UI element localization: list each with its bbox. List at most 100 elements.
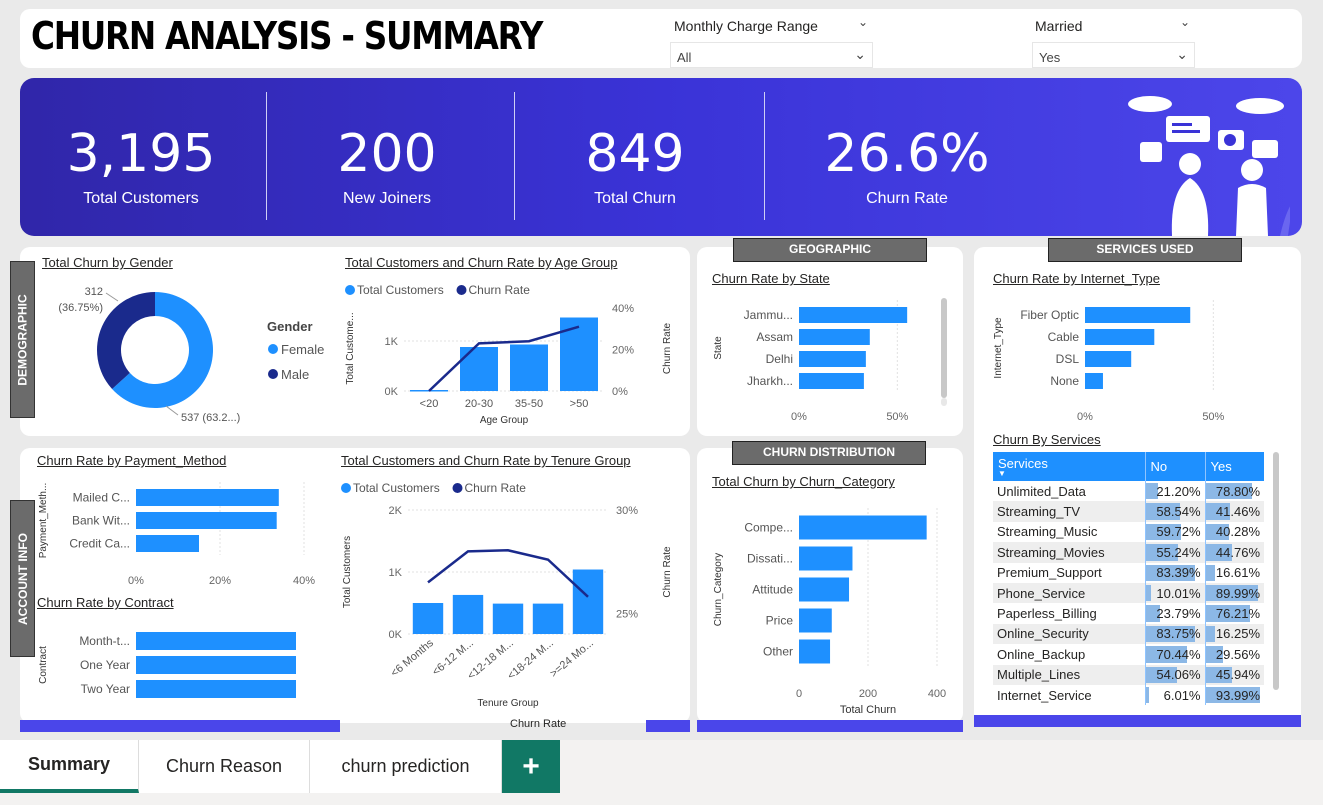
tab-churn-reason[interactable]: Churn Reason: [139, 740, 310, 793]
table-row[interactable]: Streaming_TV 58.54% 41.46%: [993, 501, 1264, 522]
table-row[interactable]: Paperless_Billing 23.79% 76.21%: [993, 603, 1264, 624]
bar[interactable]: [799, 307, 908, 323]
y-tick-label: 0K: [389, 629, 403, 641]
bar[interactable]: [136, 489, 279, 506]
cell-value: 41.46%: [1215, 504, 1260, 520]
churn-rate-line[interactable]: [428, 325, 580, 392]
data-bar: [1145, 584, 1152, 602]
table-row[interactable]: Unlimited_Data 21.20% 78.80%: [993, 481, 1264, 502]
bar[interactable]: [572, 569, 604, 634]
add-page-button[interactable]: +: [502, 740, 560, 793]
card-footer-band: [646, 720, 690, 732]
bar[interactable]: [532, 603, 564, 634]
data-bar: [1205, 686, 1261, 704]
kpi-total-churn: 849 Total Churn: [534, 78, 736, 236]
age-combo-chart[interactable]: Total Customers Churn Rate 0K 1K 0% 20% 40% <20…: [340, 276, 685, 434]
slicer-charge-dropdown[interactable]: All ⌄: [670, 42, 873, 68]
y2-axis-title: Churn Rate: [662, 546, 673, 598]
chevron-down-icon[interactable]: ⌄: [1180, 15, 1191, 29]
bar[interactable]: [136, 680, 296, 698]
table-row[interactable]: Premium_Support 83.39% 16.61%: [993, 562, 1264, 583]
services-table[interactable]: Services ▼ No Yes Unlimited_Data 21.20% 78.…: [993, 452, 1264, 706]
donut-slice-female[interactable]: [112, 292, 214, 408]
legend-marker[interactable]: [452, 483, 463, 493]
title-card: [20, 9, 1302, 68]
bar[interactable]: [799, 577, 850, 602]
service-name-cell: Paperless_Billing: [993, 603, 1146, 624]
y-axis-title: Internet_Type: [993, 317, 1004, 379]
legend-marker[interactable]: [341, 483, 351, 493]
contract-chart-title: Churn Rate by Contract: [37, 595, 174, 610]
x-tick-label: 0: [796, 688, 802, 700]
data-bar: [1145, 605, 1160, 622]
service-name-cell: Multiple_Lines: [993, 664, 1146, 685]
column-header-yes[interactable]: Yes: [1205, 452, 1264, 481]
bar[interactable]: [799, 639, 831, 664]
bar[interactable]: [1085, 373, 1103, 389]
bar[interactable]: [1085, 351, 1132, 367]
bar[interactable]: [136, 535, 199, 552]
category-bar-chart[interactable]: 0 200 400 Compe... Dissati... Attitude Price Ot…: [705, 500, 960, 715]
bar[interactable]: [799, 351, 866, 367]
tenure-combo-chart[interactable]: Total Customers Churn Rate 0K 1K 2K 25% 30% <6 …: [336, 476, 686, 716]
cell-value: 83.75%: [1156, 626, 1201, 642]
chevron-down-icon[interactable]: ⌄: [858, 15, 869, 29]
legend-marker[interactable]: [268, 344, 278, 354]
churn-rate-line[interactable]: [427, 549, 589, 598]
bar[interactable]: [1085, 329, 1155, 345]
bar[interactable]: [492, 603, 524, 634]
legend-marker[interactable]: [456, 285, 467, 295]
y-tick-label: Attitude: [752, 583, 793, 597]
cell-value: 55.24%: [1156, 544, 1201, 560]
contract-bar-chart[interactable]: Month-t... One Year Two Year Contract: [30, 620, 330, 710]
bar[interactable]: [452, 594, 484, 634]
bar[interactable]: [136, 512, 277, 529]
gender-donut-chart[interactable]: 312 (36.75%) 537 (63.2...) Gender Female Male: [40, 275, 340, 435]
chart-scrollbar[interactable]: [941, 298, 947, 398]
payment-bar-chart[interactable]: 0% 20% 40% Mailed C... Bank Wit... Credit Ca.…: [30, 478, 330, 588]
legend-marker[interactable]: [268, 369, 278, 379]
bar[interactable]: [460, 347, 498, 391]
state-bar-chart[interactable]: 0% 50% Jammu... Assam Delhi Jharkh... State: [705, 296, 955, 426]
table-row[interactable]: Online_Security 83.75% 16.25%: [993, 623, 1264, 645]
internet-bar-chart[interactable]: 0% 50% Fiber Optic Cable DSL None Internet_Typ…: [985, 296, 1285, 426]
bar[interactable]: [1085, 307, 1191, 323]
no-percent-cell: 58.54%: [1145, 501, 1206, 522]
legend-marker[interactable]: [345, 285, 355, 295]
table-row[interactable]: Internet_Service 6.01% 93.99%: [993, 684, 1264, 706]
page-title: CHURN ANALYSIS - SUMMARY: [31, 14, 543, 58]
yes-percent-cell: 45.94%: [1205, 664, 1264, 685]
legend-entry: Male: [281, 367, 309, 382]
internet-chart-title: Churn Rate by Internet_Type: [993, 271, 1160, 286]
bar[interactable]: [560, 317, 598, 392]
bar[interactable]: [799, 546, 853, 571]
tenure-chart-title: Total Customers and Churn Rate by Tenure…: [341, 453, 631, 468]
table-row[interactable]: Online_Backup 70.44% 29.56%: [993, 644, 1264, 665]
table-row[interactable]: Phone_Service 10.01% 89.99%: [993, 582, 1264, 604]
bar[interactable]: [510, 344, 548, 392]
bar[interactable]: [136, 656, 296, 674]
cell-value: 54.06%: [1156, 667, 1201, 683]
tab-churn-prediction[interactable]: churn prediction: [310, 740, 502, 793]
bar[interactable]: [136, 632, 296, 650]
cell-value: 6.01%: [1163, 687, 1201, 703]
slicer-married-label: Married: [1035, 18, 1083, 34]
column-header-no[interactable]: No: [1145, 452, 1206, 481]
table-row[interactable]: Streaming_Music 59.72% 40.28%: [993, 521, 1264, 543]
chart-scrollbar-track[interactable]: [941, 398, 947, 406]
table-row[interactable]: Streaming_Movies 55.24% 44.76%: [993, 542, 1264, 563]
data-bar: [1145, 625, 1195, 643]
table-row[interactable]: Multiple_Lines 54.06% 45.94%: [993, 664, 1264, 685]
cell-value: 93.99%: [1215, 687, 1260, 703]
bar[interactable]: [412, 603, 444, 634]
column-header-services[interactable]: Services ▼: [993, 452, 1146, 481]
tab-summary[interactable]: Summary: [0, 740, 139, 793]
donut-slice-male[interactable]: [97, 292, 155, 390]
bar[interactable]: [799, 373, 864, 389]
bar[interactable]: [799, 329, 870, 345]
slicer-married-dropdown[interactable]: Yes ⌄: [1032, 42, 1195, 68]
bar[interactable]: [799, 608, 832, 633]
table-scrollbar[interactable]: [1273, 452, 1279, 690]
bar[interactable]: [799, 515, 927, 540]
no-percent-cell: 83.75%: [1145, 623, 1206, 645]
